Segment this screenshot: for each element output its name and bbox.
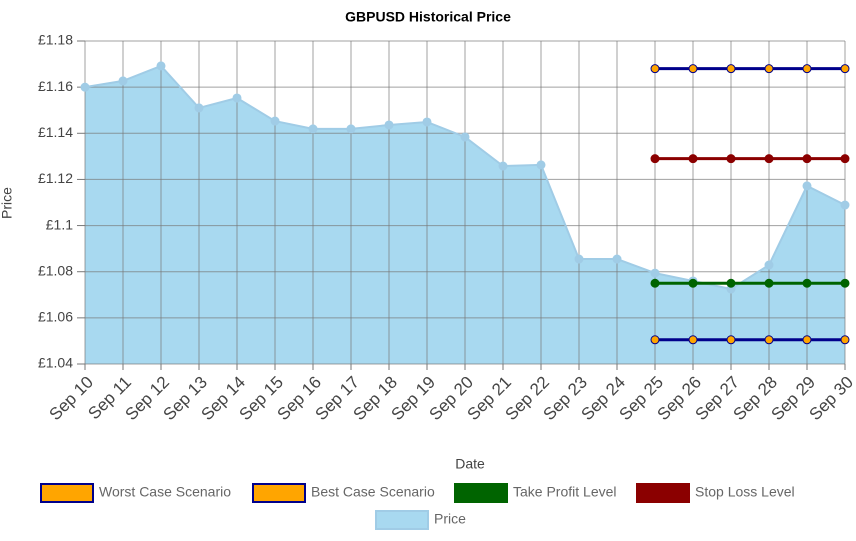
data-point <box>498 161 508 171</box>
legend-label: Stop Loss Level <box>695 484 795 500</box>
data-point <box>118 76 128 86</box>
data-point <box>840 278 850 288</box>
y-tick-label: £1.14 <box>38 124 73 140</box>
legend-swatch <box>636 483 690 503</box>
data-point <box>726 154 736 164</box>
data-point <box>650 335 660 345</box>
data-point <box>764 335 774 345</box>
y-tick-label: £1.12 <box>38 170 73 186</box>
data-point <box>650 278 660 288</box>
data-point <box>764 64 774 74</box>
legend-swatch <box>375 510 429 530</box>
data-point <box>688 154 698 164</box>
data-point <box>840 64 850 74</box>
data-point <box>840 200 850 210</box>
x-axis-title: Date <box>455 456 485 472</box>
data-point <box>536 160 546 170</box>
data-point <box>574 254 584 264</box>
chart-title: GBPUSD Historical Price <box>345 9 511 25</box>
data-point <box>726 278 736 288</box>
y-axis-title: Price <box>0 187 15 219</box>
data-point <box>270 116 280 126</box>
y-tick-label: £1.16 <box>38 78 73 94</box>
y-tick-label: £1.04 <box>38 355 73 371</box>
data-point <box>764 278 774 288</box>
data-point <box>650 154 660 164</box>
legend-swatch <box>252 483 306 503</box>
legend-label: Best Case Scenario <box>311 484 435 500</box>
data-point <box>688 278 698 288</box>
data-point <box>802 181 812 191</box>
x-tick-label: Sep 10 <box>45 373 97 425</box>
data-point <box>840 335 850 345</box>
legend-label: Take Profit Level <box>513 484 617 500</box>
data-point <box>232 93 242 103</box>
data-point <box>384 120 394 130</box>
legend-label: Worst Case Scenario <box>99 484 231 500</box>
data-point <box>764 260 774 270</box>
data-point <box>802 335 812 345</box>
legend-swatch <box>40 483 94 503</box>
data-point <box>802 64 812 74</box>
data-point <box>156 61 166 71</box>
data-point <box>80 82 90 92</box>
data-point <box>764 154 774 164</box>
data-point <box>802 154 812 164</box>
data-point <box>308 124 318 134</box>
data-point <box>194 103 204 113</box>
legend-swatch <box>454 483 508 503</box>
y-tick-label: £1.06 <box>38 309 73 325</box>
data-point <box>346 124 356 134</box>
y-tick-label: £1.18 <box>38 32 73 48</box>
legend-label: Price <box>434 511 466 527</box>
data-point <box>688 64 698 74</box>
data-point <box>802 278 812 288</box>
data-point <box>612 254 622 264</box>
y-tick-label: £1.1 <box>46 216 73 232</box>
data-point <box>840 154 850 164</box>
data-point <box>726 335 736 345</box>
data-point <box>650 64 660 74</box>
data-point <box>460 132 470 142</box>
y-tick-label: £1.08 <box>38 262 73 278</box>
data-point <box>688 335 698 345</box>
data-point <box>650 268 660 278</box>
data-point <box>726 64 736 74</box>
data-point <box>422 117 432 127</box>
